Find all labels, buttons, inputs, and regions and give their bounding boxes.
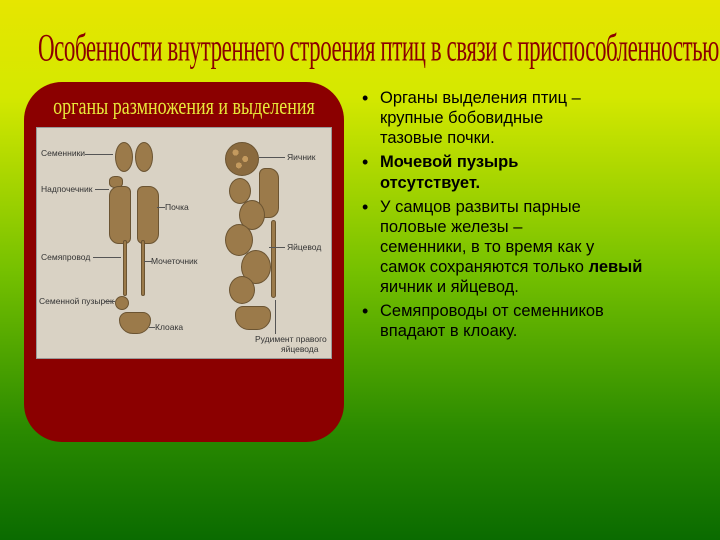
text: самок сохраняются только	[380, 258, 589, 276]
label-testis: Семенники	[41, 148, 85, 158]
line	[259, 157, 285, 158]
label-ovary: Яичник	[287, 152, 315, 162]
line	[275, 300, 276, 334]
text: яичник и яйцевод.	[380, 278, 519, 296]
page-title: Особенности внутреннего строения птиц в …	[29, 0, 691, 84]
content-row: органы размножения и выделения Семенни	[0, 54, 720, 442]
text: впадают в клоаку.	[380, 322, 517, 340]
list-item: Семяпроводы от семенников впадают в клоа…	[358, 301, 696, 341]
bullet-list: Органы выделения птиц – крупные бобовидн…	[358, 82, 696, 442]
line	[105, 301, 115, 302]
organ-ureter	[141, 240, 145, 296]
line	[269, 247, 285, 248]
label-rudiment1: Рудимент правого	[255, 334, 327, 344]
text: половые железы –	[380, 218, 522, 236]
label-kidney: Почка	[165, 202, 189, 212]
line	[93, 257, 121, 258]
text: У самцов развиты парные	[380, 198, 581, 216]
line	[85, 154, 113, 155]
line	[144, 261, 152, 262]
label-cloaca: Клоака	[155, 322, 183, 332]
text: семенники, в то время как у	[380, 238, 594, 256]
line	[157, 207, 165, 208]
text-bold: Мочевой пузырь	[380, 153, 518, 171]
line	[149, 327, 155, 328]
text: Органы выделения птиц –	[380, 89, 581, 107]
anatomy-diagram: Семенники Надпочечник Почка Семяпровод М…	[36, 127, 332, 359]
organ-kidney-right	[137, 186, 159, 244]
text-bold: левый	[589, 258, 643, 276]
line	[95, 189, 109, 190]
text: тазовые почки.	[380, 129, 495, 147]
organ-ovary	[225, 142, 259, 176]
diagram-card: органы размножения и выделения Семенни	[24, 82, 344, 442]
organ-oviduct-5	[229, 276, 255, 304]
label-ureter: Мочеточник	[151, 256, 198, 266]
organ-cloaca-left	[119, 312, 151, 334]
text-bold: отсутствует.	[380, 174, 480, 192]
organ-testis-left	[115, 142, 133, 172]
organ-seminal-vesicle	[115, 296, 129, 310]
text: крупные бобовидные	[380, 109, 543, 127]
organ-cloaca-right	[235, 306, 271, 330]
label-adrenal: Надпочечник	[41, 184, 92, 194]
list-item: Органы выделения птиц – крупные бобовидн…	[358, 88, 696, 148]
card-title: органы размножения и выделения	[53, 92, 315, 120]
organ-testis-right	[135, 142, 153, 172]
label-vasdef: Семяпровод	[41, 252, 90, 262]
list-item: У самцов развиты парные половые железы –…	[358, 197, 696, 298]
label-oviduct: Яйцевод	[287, 242, 321, 252]
organ-kidney-left	[109, 186, 131, 244]
label-seminal: Семенной пузырек	[39, 296, 114, 306]
organ-vasdef-left	[123, 240, 127, 296]
label-rudiment2: яйцевода	[281, 344, 319, 354]
list-item: Мочевой пузырь отсутствует.	[358, 152, 696, 192]
organ-rudiment	[271, 220, 276, 298]
text: Семяпроводы от семенников	[380, 302, 604, 320]
